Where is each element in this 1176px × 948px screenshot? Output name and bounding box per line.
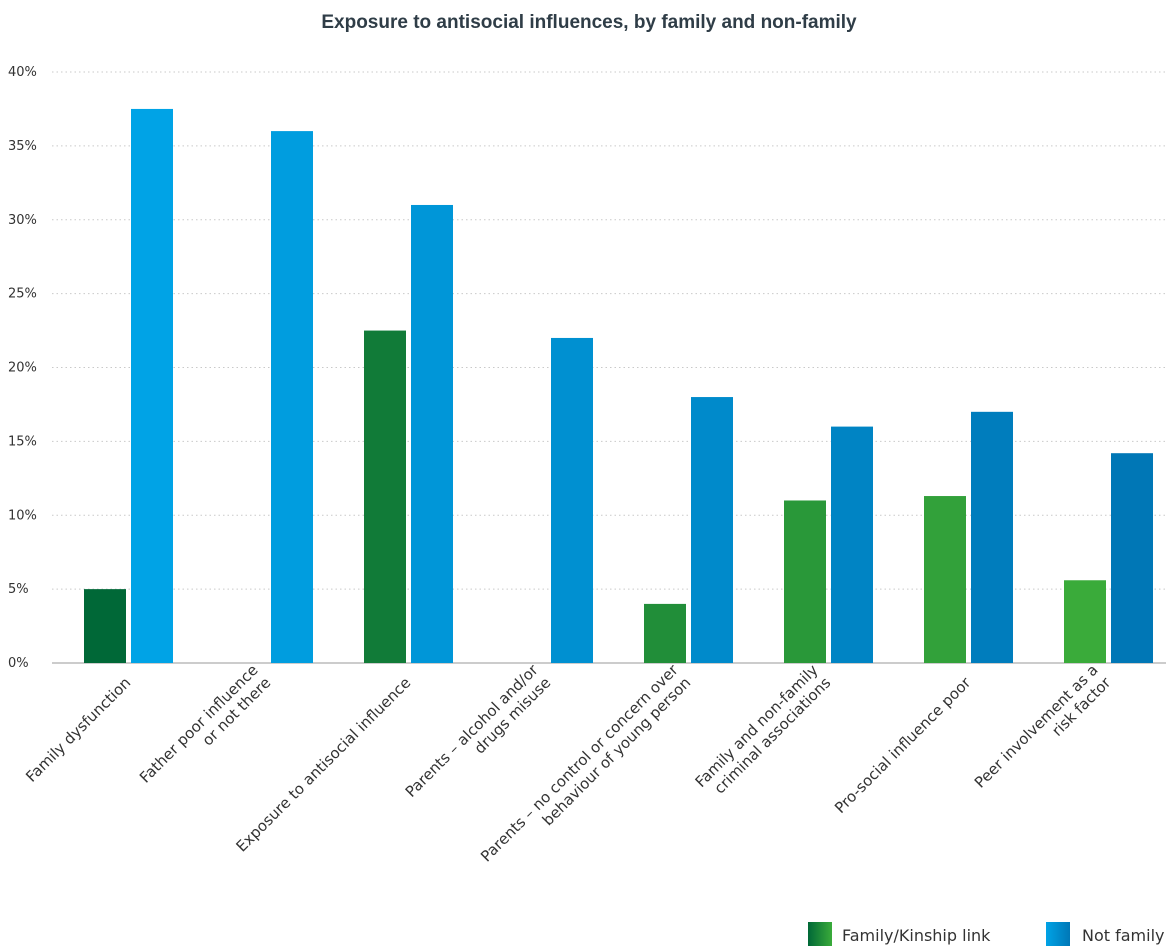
bar-family — [644, 603, 686, 663]
x-tick-label-line: Pro-social influence poor — [831, 673, 975, 817]
bar-not-family — [971, 411, 1013, 663]
bar-not-family — [691, 397, 733, 663]
y-tick-label: 25% — [8, 287, 37, 302]
y-tick-label: 20% — [8, 361, 37, 376]
legend-label-family: Family/Kinship link — [842, 926, 991, 945]
legend-swatch-not-family — [1046, 922, 1070, 946]
y-tick-label: 5% — [8, 582, 29, 597]
bar-not-family — [551, 337, 593, 663]
y-tick-label: 15% — [8, 434, 37, 449]
bar-not-family — [1111, 453, 1153, 663]
legend-label-not-family: Not family — [1082, 926, 1165, 945]
bar-family — [924, 496, 966, 663]
x-tick-label-line: behaviour of young person — [539, 674, 695, 830]
x-tick-label-line: criminal associations — [711, 674, 835, 798]
chart-title: Exposure to antisocial influences, by fa… — [321, 12, 857, 33]
bar-family — [364, 330, 406, 663]
bar-not-family — [271, 131, 313, 664]
y-tick-label: 40% — [8, 65, 37, 80]
x-tick-label-line: Family and non-family — [692, 661, 822, 791]
legend: Family/Kinship link Not family — [808, 922, 1165, 946]
x-tick-label-line: Peer involvement as a — [971, 661, 1102, 792]
x-tick-label-line: Family dysfunction — [22, 674, 134, 786]
bar-family — [784, 500, 826, 663]
y-tick-label: 35% — [8, 139, 37, 154]
legend-swatch-family — [808, 922, 832, 946]
y-tick-label: 10% — [8, 508, 37, 523]
bar-not-family — [831, 426, 873, 663]
bar-not-family — [131, 108, 173, 663]
y-tick-label: 30% — [8, 213, 37, 228]
bar-family — [84, 589, 126, 663]
x-tick-label: Family dysfunction — [22, 674, 134, 786]
x-tick-label-line: Parents – alcohol and/or — [402, 660, 543, 801]
bar-not-family — [411, 204, 453, 663]
bar-family — [1064, 580, 1106, 663]
y-tick-label: 0% — [8, 656, 29, 671]
x-tick-label: Pro-social influence poor — [831, 673, 975, 817]
x-tick-label-line: Father poor influence — [136, 661, 262, 787]
